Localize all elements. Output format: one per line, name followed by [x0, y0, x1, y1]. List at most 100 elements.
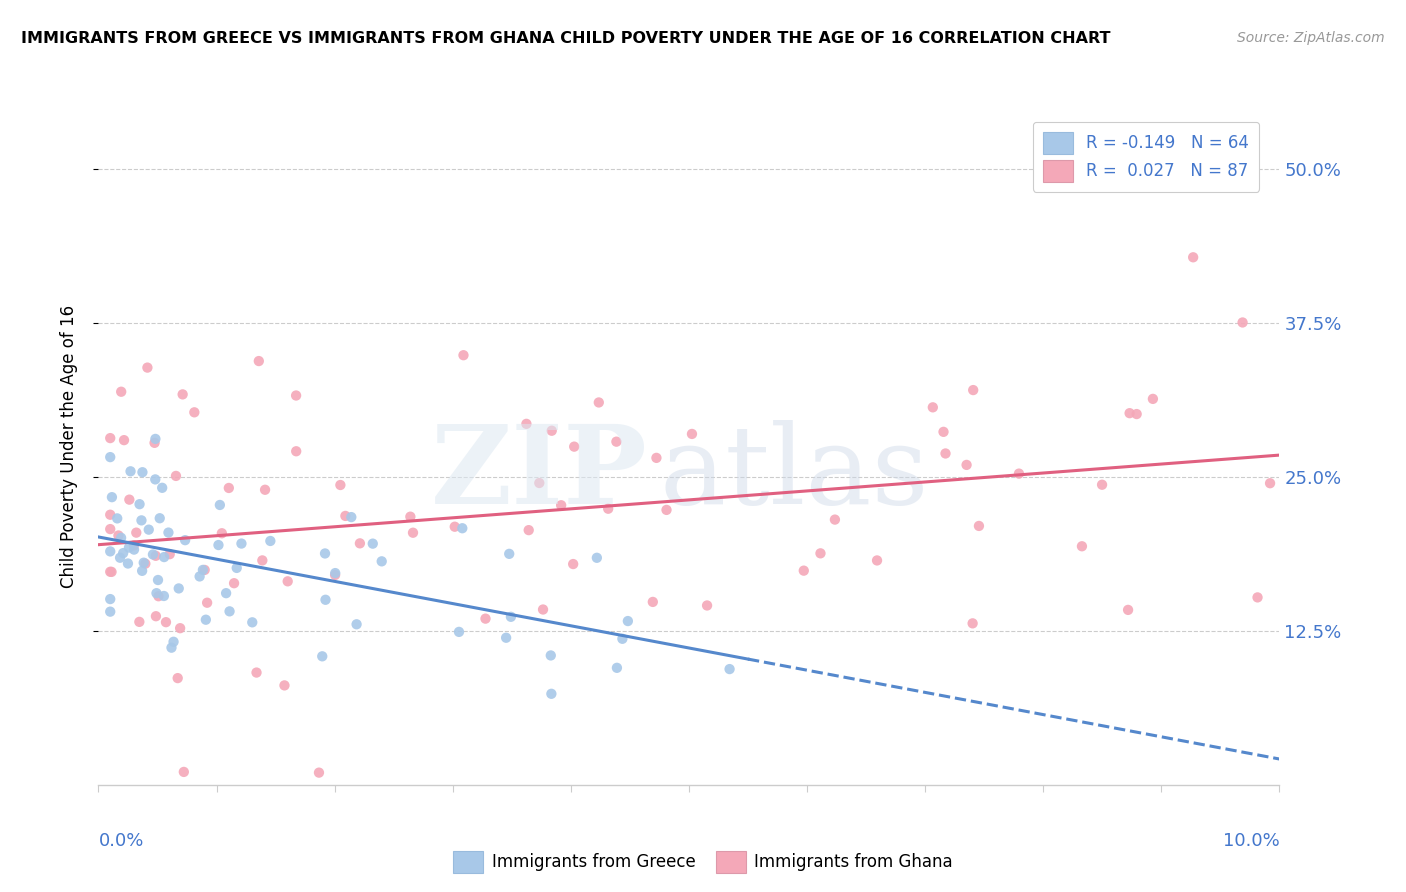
- Text: ZIP: ZIP: [430, 419, 648, 526]
- Point: [173, 764, 195, 779]
- Point: [1071, 539, 1094, 553]
- Point: [645, 450, 668, 465]
- Text: IMMIGRANTS FROM GREECE VS IMMIGRANTS FROM GHANA CHILD POVERTY UNDER THE AGE OF 1: IMMIGRANTS FROM GREECE VS IMMIGRANTS FRO…: [21, 31, 1111, 46]
- Point: [453, 348, 475, 362]
- Point: [155, 615, 177, 630]
- Point: [188, 569, 211, 583]
- Point: [117, 557, 139, 571]
- Point: [1125, 407, 1147, 421]
- Point: [112, 433, 135, 447]
- Point: [934, 446, 956, 460]
- Point: [810, 546, 832, 560]
- Point: [98, 544, 121, 558]
- Point: [218, 481, 240, 495]
- Point: [540, 687, 562, 701]
- Point: [361, 536, 384, 550]
- Point: [128, 615, 150, 629]
- Point: [138, 523, 160, 537]
- Point: [315, 592, 337, 607]
- Point: [100, 565, 122, 579]
- Point: [136, 360, 159, 375]
- Point: [517, 523, 540, 537]
- Point: [98, 431, 121, 445]
- Point: [588, 395, 610, 409]
- Point: [160, 640, 183, 655]
- Point: [285, 388, 308, 402]
- Text: atlas: atlas: [659, 419, 929, 526]
- Point: [329, 478, 352, 492]
- Point: [162, 634, 184, 648]
- Point: [118, 492, 141, 507]
- Point: [1118, 406, 1140, 420]
- Point: [107, 528, 129, 542]
- Point: [125, 525, 148, 540]
- Point: [529, 475, 551, 490]
- Y-axis label: Child Poverty Under the Age of 16: Child Poverty Under the Age of 16: [59, 304, 77, 588]
- Point: [132, 556, 155, 570]
- Point: [195, 596, 218, 610]
- Point: [105, 511, 128, 525]
- Point: [167, 582, 190, 596]
- Point: [108, 550, 131, 565]
- Point: [166, 671, 188, 685]
- Point: [921, 401, 943, 415]
- Point: [443, 519, 465, 533]
- Point: [120, 464, 142, 478]
- Point: [165, 469, 187, 483]
- Point: [617, 614, 640, 628]
- Point: [967, 519, 990, 533]
- Point: [1142, 392, 1164, 406]
- Point: [231, 536, 253, 550]
- Text: 10.0%: 10.0%: [1223, 832, 1279, 850]
- Point: [474, 612, 496, 626]
- Point: [118, 541, 141, 555]
- Point: [932, 425, 955, 439]
- Point: [955, 458, 977, 472]
- Point: [122, 538, 145, 552]
- Point: [110, 531, 132, 545]
- Point: [153, 550, 176, 565]
- Point: [259, 533, 281, 548]
- Point: [240, 615, 263, 630]
- Point: [605, 434, 627, 449]
- Point: [451, 521, 474, 535]
- Point: [131, 513, 153, 527]
- Point: [174, 533, 197, 548]
- Point: [145, 549, 167, 563]
- Point: [550, 498, 572, 512]
- Point: [98, 522, 121, 536]
- Point: [1182, 250, 1205, 264]
- Point: [562, 557, 585, 571]
- Point: [150, 481, 173, 495]
- Point: [718, 662, 741, 676]
- Point: [145, 609, 167, 624]
- Point: [101, 490, 124, 504]
- Point: [225, 561, 247, 575]
- Point: [285, 444, 308, 458]
- Point: [314, 546, 336, 560]
- Point: [866, 553, 889, 567]
- Point: [681, 426, 703, 441]
- Point: [153, 589, 176, 603]
- Point: [962, 616, 984, 631]
- Point: [1246, 591, 1268, 605]
- Point: [1008, 467, 1031, 481]
- Point: [145, 586, 167, 600]
- Point: [598, 501, 620, 516]
- Point: [218, 604, 240, 618]
- Point: [340, 510, 363, 524]
- Point: [962, 383, 984, 397]
- Point: [1091, 477, 1114, 491]
- Point: [540, 424, 562, 438]
- Point: [399, 509, 422, 524]
- Point: [447, 624, 470, 639]
- Point: [128, 497, 150, 511]
- Point: [207, 538, 229, 552]
- Point: [222, 576, 245, 591]
- Point: [402, 525, 425, 540]
- Point: [370, 554, 392, 568]
- Point: [148, 589, 170, 603]
- Point: [335, 508, 357, 523]
- Point: [172, 387, 194, 401]
- Point: [194, 613, 217, 627]
